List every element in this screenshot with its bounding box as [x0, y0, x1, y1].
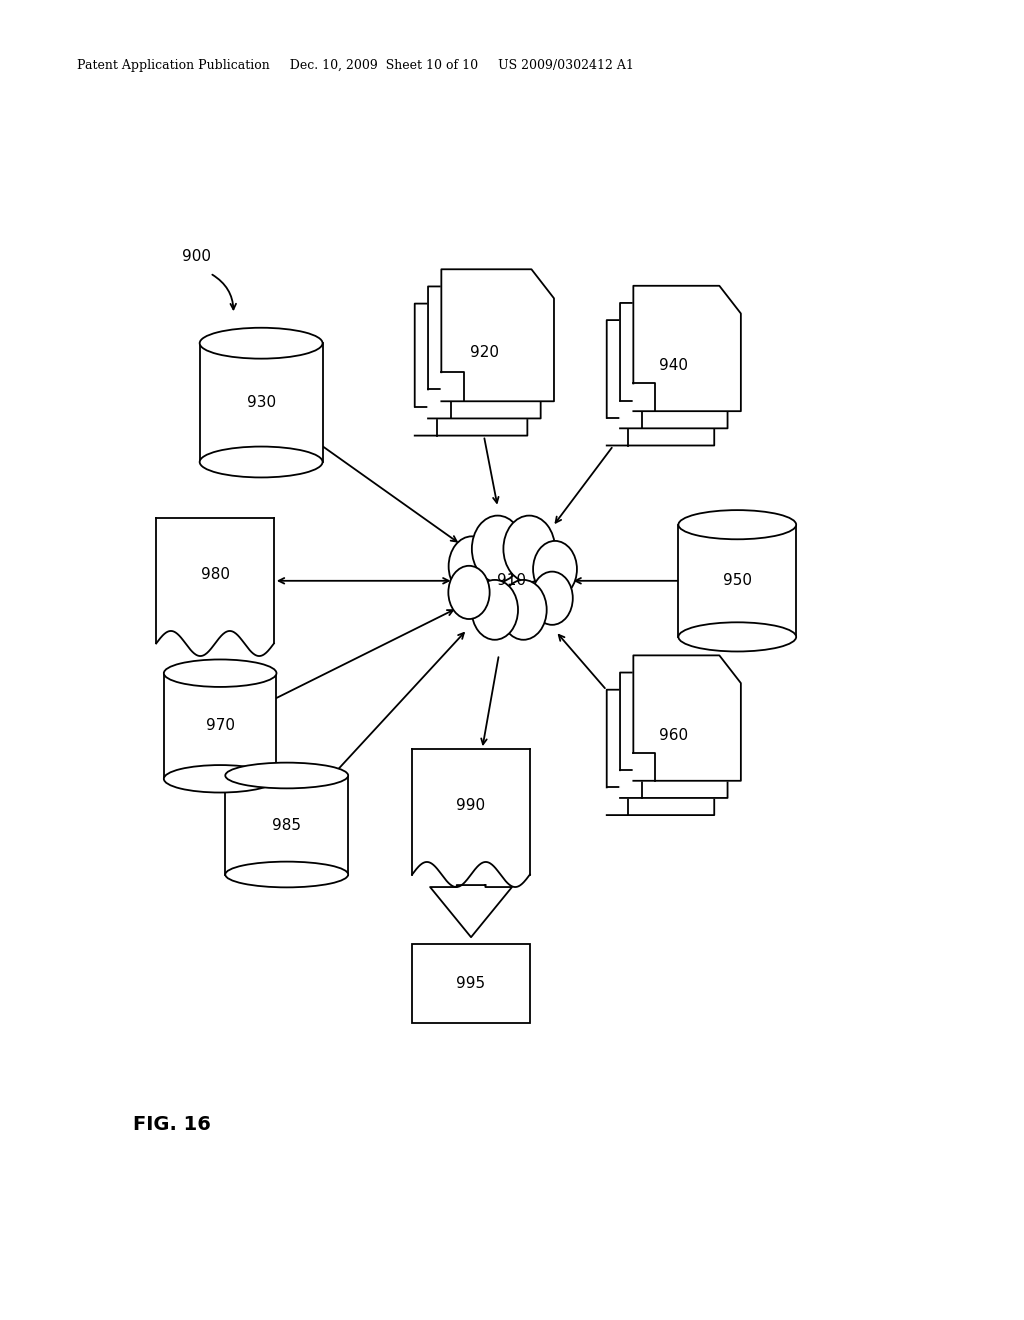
Text: 940: 940 — [659, 358, 688, 374]
Circle shape — [534, 541, 577, 598]
Text: 995: 995 — [457, 975, 485, 991]
Text: 990: 990 — [457, 799, 485, 813]
Ellipse shape — [200, 327, 323, 359]
Ellipse shape — [164, 660, 276, 686]
Bar — [164, 673, 276, 779]
Text: 920: 920 — [470, 345, 499, 360]
Bar — [200, 343, 323, 462]
Polygon shape — [621, 304, 727, 428]
Polygon shape — [441, 269, 554, 401]
Polygon shape — [606, 321, 715, 446]
Text: FIG. 16: FIG. 16 — [133, 1115, 211, 1134]
Polygon shape — [430, 884, 512, 937]
Text: 930: 930 — [247, 395, 275, 411]
Ellipse shape — [225, 763, 348, 788]
Text: 985: 985 — [272, 817, 301, 833]
Polygon shape — [633, 286, 741, 412]
Text: 900: 900 — [182, 249, 211, 264]
Text: 910: 910 — [498, 573, 526, 589]
Polygon shape — [415, 304, 527, 436]
Polygon shape — [606, 689, 715, 814]
Polygon shape — [621, 672, 727, 797]
Polygon shape — [633, 655, 741, 780]
Polygon shape — [156, 517, 274, 656]
Ellipse shape — [200, 446, 323, 478]
Circle shape — [531, 572, 572, 624]
Ellipse shape — [678, 510, 797, 540]
Bar — [225, 775, 348, 874]
Text: 960: 960 — [659, 727, 688, 743]
Circle shape — [449, 536, 495, 597]
Ellipse shape — [225, 862, 348, 887]
Ellipse shape — [678, 622, 797, 652]
Circle shape — [449, 566, 489, 619]
Circle shape — [501, 579, 547, 640]
Bar — [678, 524, 797, 636]
Text: 980: 980 — [201, 568, 229, 582]
Text: 950: 950 — [723, 573, 752, 589]
Circle shape — [472, 579, 518, 640]
Polygon shape — [412, 750, 530, 887]
Polygon shape — [428, 286, 541, 418]
Text: 970: 970 — [206, 718, 234, 734]
Bar — [412, 944, 530, 1023]
Text: Patent Application Publication     Dec. 10, 2009  Sheet 10 of 10     US 2009/030: Patent Application Publication Dec. 10, … — [77, 59, 634, 73]
Circle shape — [504, 516, 555, 582]
Ellipse shape — [164, 766, 276, 792]
Circle shape — [472, 516, 523, 582]
